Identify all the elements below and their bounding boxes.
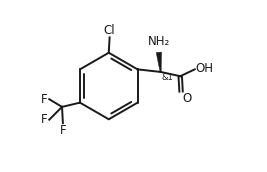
Text: F: F — [60, 125, 66, 137]
Text: F: F — [41, 113, 48, 126]
Text: F: F — [41, 93, 48, 106]
Text: NH₂: NH₂ — [148, 35, 170, 48]
Text: Cl: Cl — [103, 24, 115, 36]
Text: OH: OH — [196, 62, 214, 75]
Text: O: O — [182, 92, 192, 105]
Polygon shape — [156, 52, 162, 72]
Text: &1: &1 — [162, 73, 173, 82]
